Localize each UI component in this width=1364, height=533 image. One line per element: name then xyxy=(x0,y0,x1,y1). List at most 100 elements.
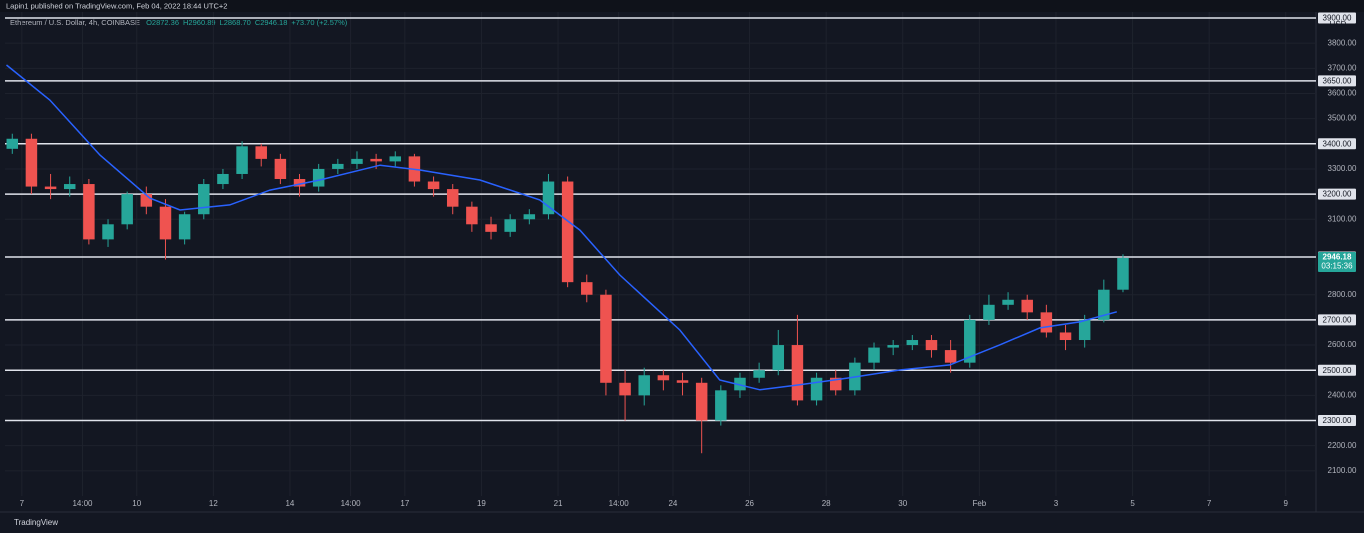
candle-body xyxy=(695,382,708,421)
legend: Ethereum / U.S. Dollar, 4h, COINBASE O287… xyxy=(10,18,348,27)
candle-body xyxy=(715,390,727,421)
candle-body xyxy=(638,375,650,396)
y-tick-label: 2100.00 xyxy=(1328,466,1357,475)
x-tick-label: 9 xyxy=(1284,499,1289,508)
x-tick-label: 7 xyxy=(20,499,25,508)
candle-body xyxy=(178,214,191,240)
x-tick-label: Feb xyxy=(972,499,986,508)
level-label-box xyxy=(1318,415,1356,427)
x-tick-label: 14:00 xyxy=(72,499,93,508)
candle-body xyxy=(657,375,670,381)
candle-body xyxy=(983,304,995,320)
grid xyxy=(5,12,1316,496)
candle-body xyxy=(887,345,899,348)
candle-body xyxy=(370,158,382,162)
y-tick-label: 3600.00 xyxy=(1328,89,1357,98)
level-label: 3900.00 xyxy=(1323,14,1352,23)
candle-body xyxy=(944,350,957,363)
candle-body xyxy=(466,206,478,225)
candle-body xyxy=(504,219,516,232)
candle-body xyxy=(810,377,823,401)
legend-value: O2872.36 xyxy=(146,18,179,27)
candle-body xyxy=(236,146,248,174)
x-tick-label: 14:00 xyxy=(609,499,630,508)
x-tick-label: 19 xyxy=(477,499,486,508)
candle-body xyxy=(753,370,765,378)
candle-body xyxy=(829,377,842,391)
candle-body xyxy=(293,179,306,187)
candle-body xyxy=(868,347,880,363)
level-label-box xyxy=(1318,314,1356,326)
candle-body xyxy=(25,138,38,187)
level-label: 3200.00 xyxy=(1323,190,1352,199)
currency: USD xyxy=(1330,20,1347,29)
y-tick-label: 2400.00 xyxy=(1328,390,1357,399)
footer-brand: TradingView xyxy=(14,518,58,527)
candle-body xyxy=(542,181,555,215)
candle-body xyxy=(734,377,746,391)
x-tick-label: 26 xyxy=(745,499,754,508)
legend-value: +73.70 (+2.57%) xyxy=(291,18,347,27)
candle-body xyxy=(159,206,172,240)
x-tick-label: 17 xyxy=(400,499,409,508)
level-label: 3650.00 xyxy=(1323,77,1352,86)
candle-body xyxy=(351,158,363,164)
x-tick-label: 30 xyxy=(898,499,907,508)
x-tick-label: 24 xyxy=(668,499,677,508)
level-label-box xyxy=(1318,188,1356,200)
candle-body xyxy=(312,168,325,187)
candle-body xyxy=(1078,319,1091,341)
legend-value: C2946.18 xyxy=(255,18,288,27)
level-label-box xyxy=(1318,138,1356,150)
candle-body xyxy=(63,184,76,190)
candle-body xyxy=(1098,289,1110,320)
candle-body xyxy=(332,163,344,169)
y-tick-label: 3100.00 xyxy=(1328,214,1357,223)
x-tick-label: 21 xyxy=(554,499,563,508)
x-tick-label: 7 xyxy=(1207,499,1212,508)
moving-average xyxy=(6,64,1117,391)
legend-title: Ethereum / U.S. Dollar, 4h, COINBASE xyxy=(10,18,140,27)
level-label: 3400.00 xyxy=(1323,139,1352,148)
y-tick-label: 3700.00 xyxy=(1328,63,1357,72)
candle-body xyxy=(600,294,612,383)
candle-body xyxy=(83,184,95,240)
price-box xyxy=(1318,251,1356,272)
candle-body xyxy=(1117,257,1129,290)
candle-body xyxy=(676,380,689,383)
candle-body xyxy=(255,146,267,159)
candle-body xyxy=(1021,299,1033,313)
legend-value: H2960.89 xyxy=(183,18,216,27)
candle-body xyxy=(389,156,402,162)
candle-body xyxy=(1059,332,1072,341)
y-tick-label: 2800.00 xyxy=(1328,290,1357,299)
candle-body xyxy=(44,186,57,190)
level-label-box xyxy=(1318,12,1356,24)
y-tick-label: 3300.00 xyxy=(1328,164,1357,173)
candle-body xyxy=(1040,312,1053,333)
candle-body xyxy=(791,345,804,401)
candle-body xyxy=(198,184,210,215)
candle-body xyxy=(1002,299,1014,305)
level-label: 2300.00 xyxy=(1323,416,1352,425)
candle-body xyxy=(523,214,536,220)
legend-value: L2868.70 xyxy=(220,18,251,27)
x-tick-label: 5 xyxy=(1130,499,1135,508)
x-tick-label: 12 xyxy=(209,499,218,508)
candle-body xyxy=(581,282,593,295)
candle-body xyxy=(427,181,440,190)
y-tick-label: 3500.00 xyxy=(1328,114,1357,123)
y-tick-label: 3800.00 xyxy=(1328,38,1357,47)
x-tick-label: 28 xyxy=(822,499,831,508)
level-label-box xyxy=(1318,364,1356,376)
candle-body xyxy=(619,382,631,396)
candle-body xyxy=(6,138,19,149)
candle-body xyxy=(906,340,919,346)
candle-body xyxy=(121,194,133,225)
level-label: 2500.00 xyxy=(1323,366,1352,375)
candle-body xyxy=(274,158,287,180)
x-tick-label: 3 xyxy=(1054,499,1059,508)
